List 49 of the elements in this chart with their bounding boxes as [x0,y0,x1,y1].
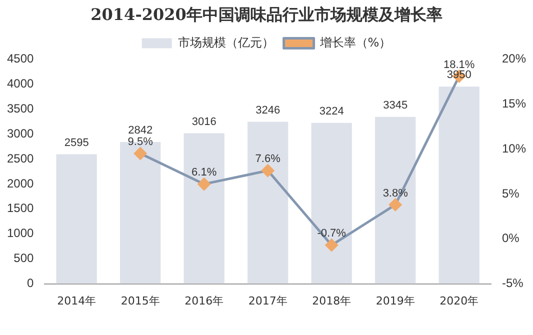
point [134,147,147,160]
data-label: 3345 [383,99,408,112]
y-tick-label: 1500 [6,201,34,216]
y2-tick-label: 10% [502,141,526,156]
bar [438,86,480,284]
y2-tick-label: 15% [502,96,526,110]
x-tick-label: 2019年 [376,294,415,308]
point [389,198,402,211]
bar [248,122,288,284]
y-tick-label: 3000 [6,126,34,140]
point [325,238,338,252]
y2-tick-label: 5% [502,186,520,200]
y-tick-label: 2500 [6,151,34,166]
legend-label: 市场规模（亿元） [178,35,274,50]
data-label: 3016 [192,116,216,128]
data-label: 6.1% [192,166,217,179]
point [198,178,210,190]
data-label: 3246 [256,104,280,116]
bar [311,122,352,284]
data-label: 18.1% [444,58,475,71]
data-label: 2595 [64,136,89,149]
x-tick-label: 2014年 [57,294,96,308]
x-tick-label: 2020年 [440,294,479,308]
y-tick-label: 2000 [6,176,34,190]
y2-tick-label: 20% [502,52,526,66]
y-tick-label: 4500 [6,52,34,66]
data-label: 2842 [128,124,153,136]
bar [56,154,97,284]
y2-tick-label: -5% [502,276,524,290]
y-tick-label: 3500 [6,101,34,116]
y-tick-label: 0 [27,276,34,290]
x-tick-label: 2018年 [312,294,352,308]
data-label: 9.5% [128,136,154,148]
y-tick-label: 4000 [6,76,34,90]
x-tick-label: 2017年 [248,294,288,308]
data-label: 7.6% [255,153,281,166]
data-label: 3.8% [382,187,408,200]
data-label: 3224 [319,105,344,118]
point [262,164,274,177]
x-tick-label: 2016年 [184,294,224,308]
bar [375,116,416,284]
y2-tick-label: 0% [502,231,520,246]
bar [184,133,224,284]
chart-title: 2014-2020年中国调味品行业市场规模及增长率 [90,4,442,24]
data-label: -0.7% [317,228,346,240]
legend-label: 增长率（%） [318,35,392,50]
y-tick-label: 1000 [6,226,34,240]
x-tick-label: 2015年 [120,294,160,308]
y-tick-label: 500 [14,251,34,266]
